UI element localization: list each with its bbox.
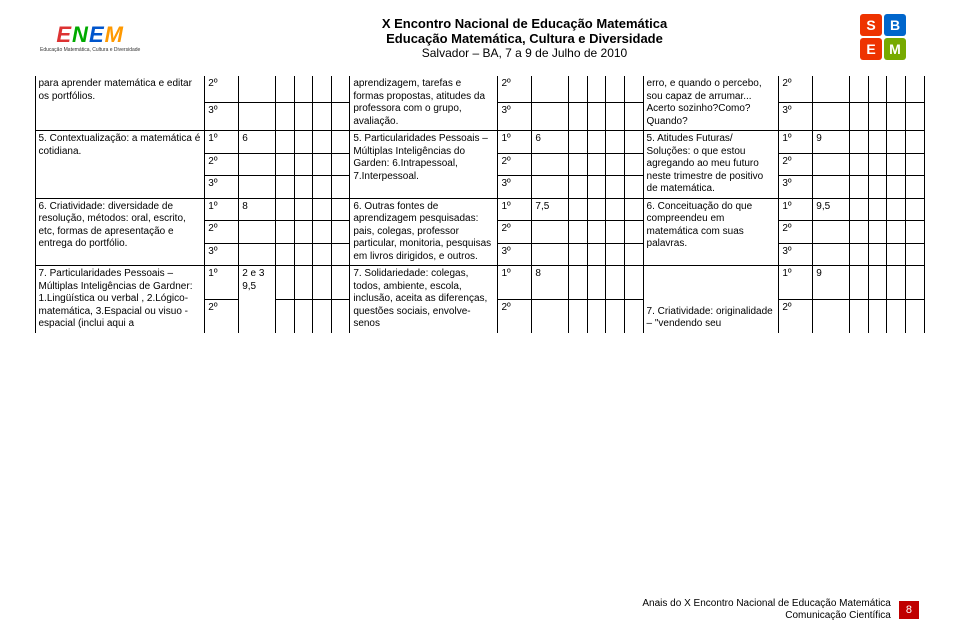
r1c2-desc: aprendizagem, tarefas e formas propostas… — [350, 76, 498, 131]
r4c3-o1: 1º — [779, 266, 813, 300]
r4c1-desc: 7. Particularidades Pessoais – Múltiplas… — [35, 266, 205, 333]
sbem-b: B — [884, 14, 906, 36]
r2c1-desc: 5. Contextualização: a matemática é coti… — [35, 131, 205, 199]
r2c3-desc: 5. Atitudes Futuras/ Soluções: o que est… — [643, 131, 779, 199]
sbem-m: M — [884, 38, 906, 60]
r1c3-o2: 3º — [779, 103, 813, 131]
r4c1-n1: 2 e 3 9,5 — [239, 266, 276, 333]
r2c1-o1: 1º — [205, 131, 239, 154]
r4c1-o1: 1º — [205, 266, 239, 300]
header-title-block: X Encontro Nacional de Educação Matemáti… — [200, 16, 849, 60]
r4c2-n1: 8 — [532, 266, 569, 300]
header-line-1: X Encontro Nacional de Educação Matemáti… — [200, 16, 849, 31]
enem-logo: ENEM Educação Matemática, Cultura e Dive… — [40, 10, 200, 66]
r1c3-o1: 2º — [779, 76, 813, 103]
r4c3-n1: 9 — [813, 266, 850, 300]
r3c2-o1: 1º — [498, 198, 532, 221]
r3c3-o2: 2º — [779, 221, 813, 244]
r2c3-o1: 1º — [779, 131, 813, 154]
r4c2-o1: 1º — [498, 266, 532, 300]
r2c2-o2: 2º — [498, 153, 532, 176]
sbem-s: S — [860, 14, 882, 36]
r3c1-desc: 6. Criatividade: diversidade de resoluçã… — [35, 198, 205, 266]
r2c2-o1: 1º — [498, 131, 532, 154]
r2c2-desc: 5. Particularidades Pessoais – Múltiplas… — [350, 131, 498, 199]
r3c3-o1: 1º — [779, 198, 813, 221]
r1c2-o2: 3º — [498, 103, 532, 131]
r3c1-o1: 1º — [205, 198, 239, 221]
r2c2-n1: 6 — [532, 131, 569, 154]
r3c1-n1: 8 — [239, 198, 276, 221]
r1c1-o2: 3º — [205, 103, 239, 131]
r3c2-o2: 2º — [498, 221, 532, 244]
r2c1-o2: 2º — [205, 153, 239, 176]
r3c3-desc: 6. Conceituação do que compreendeu em ma… — [643, 198, 779, 266]
r2c3-n1: 9 — [813, 131, 850, 154]
r1c1-o1: 2º — [205, 76, 239, 103]
r4c3-desc: 7. Criatividade: originalidade – "venden… — [643, 266, 779, 333]
r4c3-o2: 2º — [779, 299, 813, 332]
r3c3-n1: 9,5 — [813, 198, 850, 221]
r2c3-o2: 2º — [779, 153, 813, 176]
page-footer: Anais do X Encontro Nacional de Educação… — [642, 598, 919, 622]
enem-subtitle: Educação Matemática, Cultura e Diversida… — [40, 48, 140, 54]
header-line-2: Educação Matemática, Cultura e Diversida… — [200, 31, 849, 46]
r3c2-desc: 6. Outras fontes de aprendizagem pesquis… — [350, 198, 498, 266]
r2c3-o3: 3º — [779, 176, 813, 199]
r2c2-o3: 3º — [498, 176, 532, 199]
sbem-e: E — [860, 38, 882, 60]
r4c1-o2: 2º — [205, 299, 239, 332]
r3c2-o3: 3º — [498, 243, 532, 266]
r4c2-desc: 7. Solidariedade: colegas, todos, ambien… — [350, 266, 498, 333]
footer-text-block: Anais do X Encontro Nacional de Educação… — [642, 598, 890, 622]
rubric-table: para aprender matemática e editar os por… — [35, 76, 925, 333]
r1c1-desc: para aprender matemática e editar os por… — [35, 76, 205, 131]
r2c1-o3: 3º — [205, 176, 239, 199]
r4c2-o2: 2º — [498, 299, 532, 332]
r3c1-o3: 3º — [205, 243, 239, 266]
page-number: 8 — [899, 601, 919, 619]
header-line-3: Salvador – BA, 7 a 9 de Julho de 2010 — [200, 46, 849, 60]
enem-wordmark: ENEM — [56, 22, 124, 48]
r3c3-o3: 3º — [779, 243, 813, 266]
footer-line-1: Anais do X Encontro Nacional de Educação… — [642, 598, 890, 610]
r3c1-o2: 2º — [205, 221, 239, 244]
r1c2-o1: 2º — [498, 76, 532, 103]
r2c1-n1: 6 — [239, 131, 276, 154]
footer-line-2: Comunicação Científica — [642, 610, 890, 622]
r1c3-desc: erro, e quando o percebo, sou capaz de a… — [643, 76, 779, 131]
r3c2-n1: 7,5 — [532, 198, 569, 221]
sbem-logo: S B E M — [849, 10, 919, 66]
page-header: ENEM Educação Matemática, Cultura e Dive… — [0, 0, 959, 72]
